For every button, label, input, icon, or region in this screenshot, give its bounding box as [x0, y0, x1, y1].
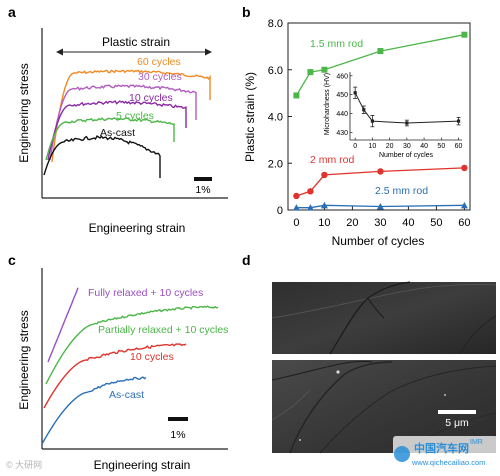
- watermark-right-title: 中国汽车网: [414, 441, 469, 455]
- panel-b-xtick-label: 0: [293, 217, 299, 229]
- panel-c-label-10-cycles: 10 cycles: [130, 351, 174, 363]
- panel-a-curve-5-cycles: [45, 117, 175, 161]
- panel-a-curve-30-cycles: [49, 84, 197, 161]
- panel-c-label-fully-relaxed: Fully relaxed + 10 cycles: [88, 287, 203, 299]
- watermark-left: © 大研网: [6, 459, 42, 470]
- inset-point: [405, 121, 409, 125]
- panel-b-inset: 0 10 20 30 40 50 60 430 440 450 460 Microhardness …: [324, 70, 463, 159]
- panel-b: b Plastic strain (%) Number of cycles 0 1…: [242, 4, 471, 248]
- panel-d-scale-label: 5 μm: [445, 417, 469, 429]
- panel-b-xtick-label: 50: [430, 217, 442, 229]
- panel-b-ytick-label: 0: [277, 205, 283, 217]
- watermark-right-url: www.qichecailiao.com: [411, 458, 485, 467]
- panel-b-xtick-label: 40: [402, 217, 414, 229]
- panel-b-xtick-label: 10: [318, 217, 330, 229]
- panel-b-xtick-label: 60: [458, 217, 470, 229]
- panel-a-label-as-cast: As-cast: [100, 127, 135, 139]
- panel-a-label-10-cycles: 10 cycles: [129, 92, 173, 104]
- watermark-right-extra: IMR: [470, 439, 483, 446]
- inset-ytick-label: 440: [336, 111, 348, 118]
- panel-c-curve-partially-relaxed: [45, 305, 219, 385]
- panel-a-curve-as-cast: [43, 135, 161, 178]
- panel-b-point: [292, 204, 300, 211]
- panel-d-letter: d: [242, 252, 251, 268]
- label-2mm-rod: 2 mm rod: [310, 154, 355, 166]
- inset-ylabel: Microhardness (HV): [324, 73, 331, 135]
- panel-b-ytick-label: 4.0: [268, 112, 283, 124]
- panel-b-ylabel: Plastic strain (%): [243, 72, 257, 162]
- panel-c: c Engineering stress Engineering strain …: [8, 252, 228, 472]
- label-2-5mm-rod: 2.5 mm rod: [375, 185, 428, 197]
- panel-b-point: [461, 31, 468, 38]
- panel-b-point: [377, 48, 384, 55]
- sem-image-top: [271, 281, 497, 355]
- panel-b-point: [306, 204, 314, 211]
- panel-b-point: [307, 69, 314, 76]
- panel-b-xtick-label: 20: [346, 217, 358, 229]
- panel-c-curve-as-cast: [41, 376, 147, 445]
- panel-d: d 5 μm: [242, 252, 497, 454]
- panel-b-point: [320, 201, 328, 209]
- inset-xtick-label: 0: [353, 143, 357, 150]
- inset-xtick-label: 20: [386, 143, 394, 150]
- watermark-right: 中国汽车网 www.qichecailiao.com IMR: [393, 436, 498, 470]
- panel-b-point: [321, 171, 328, 179]
- inset-ytick-label: 430: [336, 130, 348, 137]
- panel-c-scale-bar: [168, 417, 188, 421]
- panel-b-ytick-label: 6.0: [268, 65, 283, 77]
- panel-b-xlabel: Number of cycles: [332, 234, 425, 248]
- panel-a-curve-60-cycles: [51, 69, 211, 163]
- inset-xlabel: Number of cycles: [379, 152, 434, 159]
- panel-c-letter: c: [8, 252, 16, 268]
- panel-c-curve-fully-relaxed: [47, 287, 79, 363]
- panel-a-scale-label: 1%: [195, 184, 210, 196]
- panel-a-ylabel: Engineering stress: [17, 63, 31, 162]
- inset-ytick-label: 450: [336, 92, 348, 99]
- inset-xtick-label: 30: [403, 143, 411, 150]
- panel-c-curve-10-cycles: [43, 343, 187, 409]
- panel-a-letter: a: [8, 4, 16, 20]
- panel-c-xlabel: Engineering strain: [94, 458, 191, 472]
- panel-b-point: [376, 202, 384, 210]
- panel-b-point: [460, 201, 468, 209]
- panel-b-point: [377, 168, 384, 175]
- panel-b-point: [293, 92, 300, 99]
- panel-a-scale-bar: [194, 177, 212, 181]
- panel-d-scale-bar: [438, 410, 476, 414]
- panel-b-ytick-label: 2.0: [268, 158, 283, 170]
- inset-xtick-label: 50: [437, 143, 445, 150]
- panel-b-letter: b: [242, 4, 251, 20]
- panel-a-label-5-cycles: 5 cycles: [116, 110, 154, 122]
- panel-b-point: [307, 188, 314, 195]
- panel-c-ylabel: Engineering stress: [17, 310, 31, 409]
- inset-xtick-label: 40: [420, 143, 428, 150]
- panel-a-curve-10-cycles: [47, 100, 187, 161]
- panel-b-point: [321, 66, 328, 73]
- label-1-5mm-rod: 1.5 mm rod: [310, 38, 363, 50]
- panel-b-ytick-label: 8.0: [268, 18, 283, 30]
- panel-a-xlabel: Engineering strain: [89, 221, 186, 235]
- inset-point: [456, 119, 461, 123]
- panel-a-label-60-cycles: 60 cycles: [137, 56, 181, 68]
- panel-c-label-partially-relaxed: Partially relaxed + 10 cycles: [98, 324, 228, 336]
- inset-xtick-label: 10: [369, 143, 377, 150]
- panel-b-point: [461, 164, 468, 172]
- inset-xtick-label: 60: [455, 143, 463, 150]
- panel-a-label-30-cycles: 30 cycles: [138, 71, 182, 83]
- panel-b-point: [293, 192, 300, 200]
- panel-c-label-as-cast: As-cast: [109, 389, 144, 401]
- inset-point: [370, 119, 374, 123]
- plastic-strain-label: Plastic strain: [102, 35, 170, 49]
- inset-point: [353, 91, 357, 95]
- inset-ytick-label: 460: [336, 73, 348, 80]
- panel-a: a Engineering stress Engineering strain …: [8, 4, 228, 235]
- plastic-strain-arrow: [56, 48, 212, 56]
- panel-b-xtick-label: 30: [374, 217, 386, 229]
- panel-c-scale-label: 1%: [170, 429, 185, 441]
- inset-point: [362, 108, 366, 112]
